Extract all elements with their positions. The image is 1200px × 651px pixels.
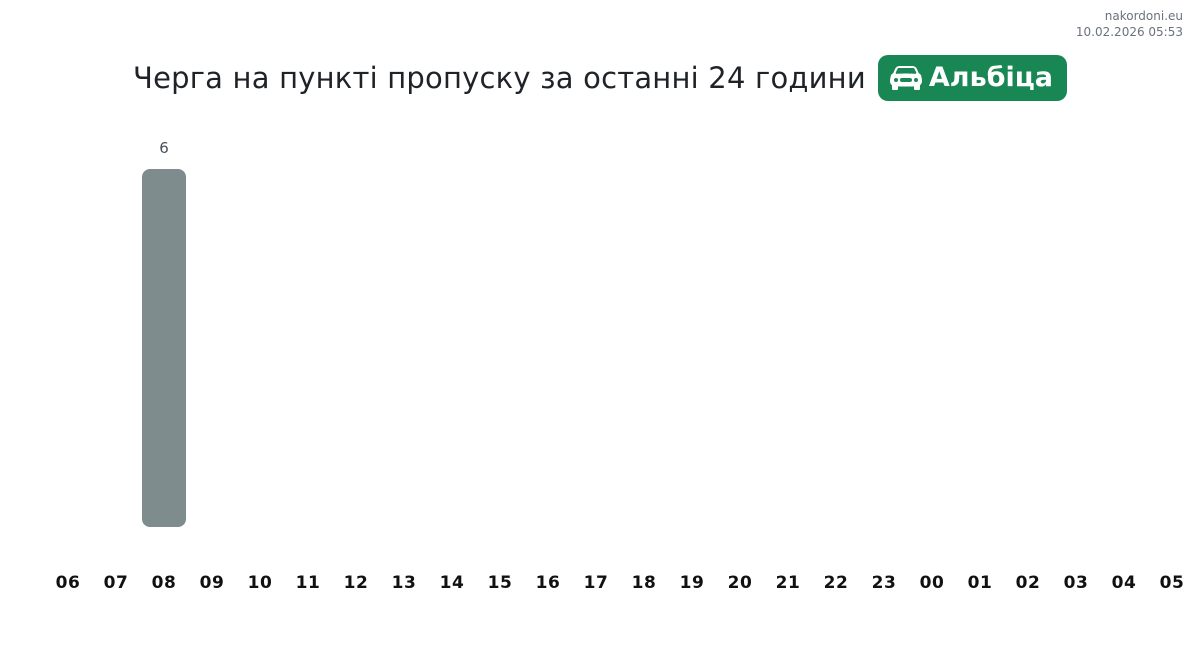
bar-slot-06 xyxy=(44,0,92,527)
bar-slot-07 xyxy=(92,0,140,527)
bar-slot-13 xyxy=(380,0,428,527)
bar-slot-02 xyxy=(1004,0,1052,527)
bar-slot-18 xyxy=(620,0,668,527)
bar-slot-14 xyxy=(428,0,476,527)
x-tick-label: 01 xyxy=(967,573,993,593)
x-tick-label: 09 xyxy=(199,573,225,593)
bar-slot-22 xyxy=(812,0,860,527)
bar-slot-10 xyxy=(236,0,284,527)
credits: nakordoni.eu 10.02.2026 05:53 xyxy=(1076,8,1183,40)
bar-value-label: 6 xyxy=(159,139,169,157)
x-tick-label: 15 xyxy=(487,573,513,593)
x-tick-label: 12 xyxy=(343,573,369,593)
x-tick-label: 11 xyxy=(295,573,321,593)
x-tick-label: 20 xyxy=(727,573,753,593)
x-tick-label: 19 xyxy=(679,573,705,593)
bar-chart-plot-area: 6 xyxy=(44,0,1196,527)
bar-slot-20 xyxy=(716,0,764,527)
x-tick-label: 10 xyxy=(247,573,273,593)
chart-title: Черга на пункті пропуску за останні 24 г… xyxy=(132,61,866,95)
bar-slot-15 xyxy=(476,0,524,527)
x-tick-label: 21 xyxy=(775,573,801,593)
x-tick-label: 17 xyxy=(583,573,609,593)
x-tick-label: 08 xyxy=(151,573,177,593)
x-axis: 06 07 08 09 10 11 12 13 14 15 16 17 18 19 20 21 22 23 00 01… xyxy=(44,573,1196,593)
x-tick-label: 13 xyxy=(391,573,417,593)
bar-slot-23 xyxy=(860,0,908,527)
bar xyxy=(142,169,186,527)
bar-slot-16 xyxy=(524,0,572,527)
car-front-icon xyxy=(889,62,922,94)
x-tick-label: 03 xyxy=(1063,573,1089,593)
x-tick-label: 07 xyxy=(103,573,129,593)
x-tick-label: 16 xyxy=(535,573,561,593)
x-tick-label: 00 xyxy=(919,573,945,593)
x-tick-label: 02 xyxy=(1015,573,1041,593)
bar-slot-11 xyxy=(284,0,332,527)
bar-slot-08: 6 xyxy=(140,0,188,527)
x-tick-label: 23 xyxy=(871,573,897,593)
x-tick-label: 14 xyxy=(439,573,465,593)
credits-site: nakordoni.eu xyxy=(1104,9,1183,23)
checkpoint-name: Альбіца xyxy=(928,62,1053,93)
x-tick-label: 18 xyxy=(631,573,657,593)
bar-slot-09 xyxy=(188,0,236,527)
credits-timestamp: 10.02.2026 05:53 xyxy=(1075,25,1183,39)
bar-slot-04 xyxy=(1100,0,1148,527)
bar-slot-05 xyxy=(1148,0,1196,527)
x-tick-label: 06 xyxy=(55,573,81,593)
bar-slot-12 xyxy=(332,0,380,527)
bar-slot-03 xyxy=(1052,0,1100,527)
bar-slot-01 xyxy=(956,0,1004,527)
x-tick-label: 05 xyxy=(1159,573,1185,593)
x-tick-label: 22 xyxy=(823,573,849,593)
bar-slot-00 xyxy=(908,0,956,527)
x-tick-label: 04 xyxy=(1111,573,1137,593)
bar-slot-19 xyxy=(668,0,716,527)
title-row: Черга на пункті пропуску за останні 24 г… xyxy=(0,52,1200,104)
bar-slot-21 xyxy=(764,0,812,527)
checkpoint-badge: Альбіца xyxy=(877,55,1067,101)
bar-slot-17 xyxy=(572,0,620,527)
